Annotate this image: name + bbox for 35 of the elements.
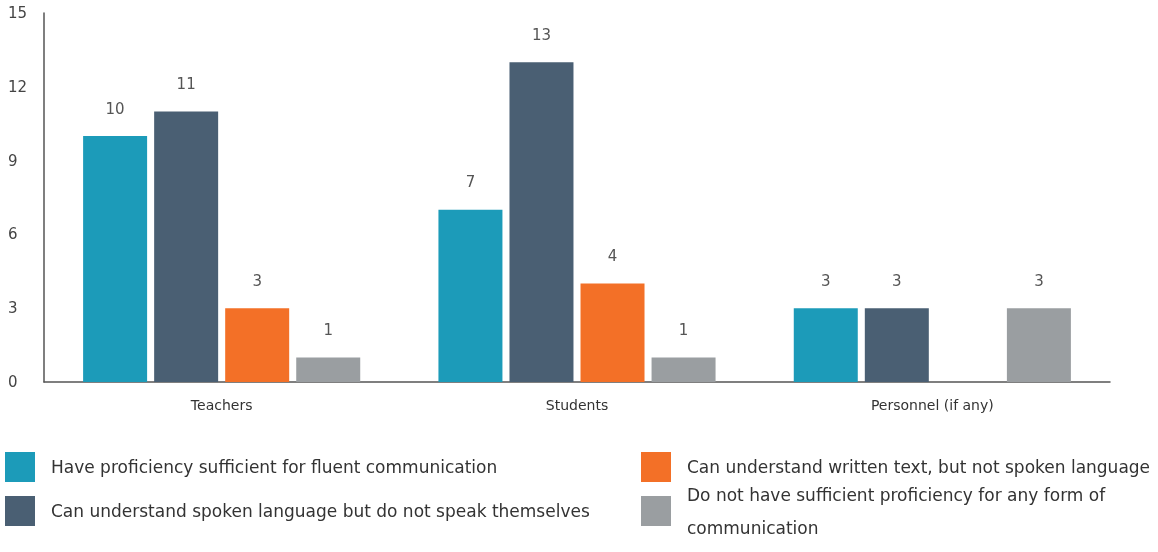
y-tick-label: 0 (8, 373, 18, 391)
data-label: 10 (105, 99, 125, 118)
data-label: 1 (678, 320, 689, 339)
bar (651, 357, 716, 382)
legend-label: Do not have sufficient proficiency for any form of communication (687, 484, 1107, 538)
legend-label: Can understand written text, but not spoken language (687, 457, 1151, 477)
y-tick-label: 3 (8, 299, 18, 318)
bar (580, 283, 645, 382)
y-tick-label: 15 (8, 4, 28, 22)
data-label: 3 (1034, 271, 1044, 290)
x-tick-label: Personnel (if any) (870, 397, 994, 413)
y-tick-label: 12 (8, 77, 28, 96)
bar (296, 357, 361, 382)
bar (83, 136, 148, 382)
legend-label: Can understand spoken language but do not speak themselves (51, 501, 590, 521)
x-tick-label: Students (545, 397, 609, 413)
data-label: 3 (821, 271, 831, 290)
bar (509, 62, 574, 382)
data-label: 3 (892, 271, 902, 290)
y-tick-label: 9 (8, 151, 18, 170)
bar (154, 111, 219, 382)
data-label: 4 (607, 247, 618, 266)
data-label: 1 (323, 320, 333, 339)
x-tick-label: Teachers (189, 397, 253, 413)
data-label: 3 (252, 271, 262, 290)
bar (864, 308, 929, 382)
legend-label: Have proficiency sufficient for fluent communication (51, 457, 498, 477)
y-tick-label: 6 (8, 225, 18, 244)
data-label: 7 (465, 173, 476, 192)
data-label: 13 (531, 25, 552, 44)
data-label: 11 (176, 74, 196, 93)
bar (225, 308, 290, 382)
bar (438, 209, 503, 382)
bar (793, 308, 858, 382)
bar (1006, 308, 1071, 382)
